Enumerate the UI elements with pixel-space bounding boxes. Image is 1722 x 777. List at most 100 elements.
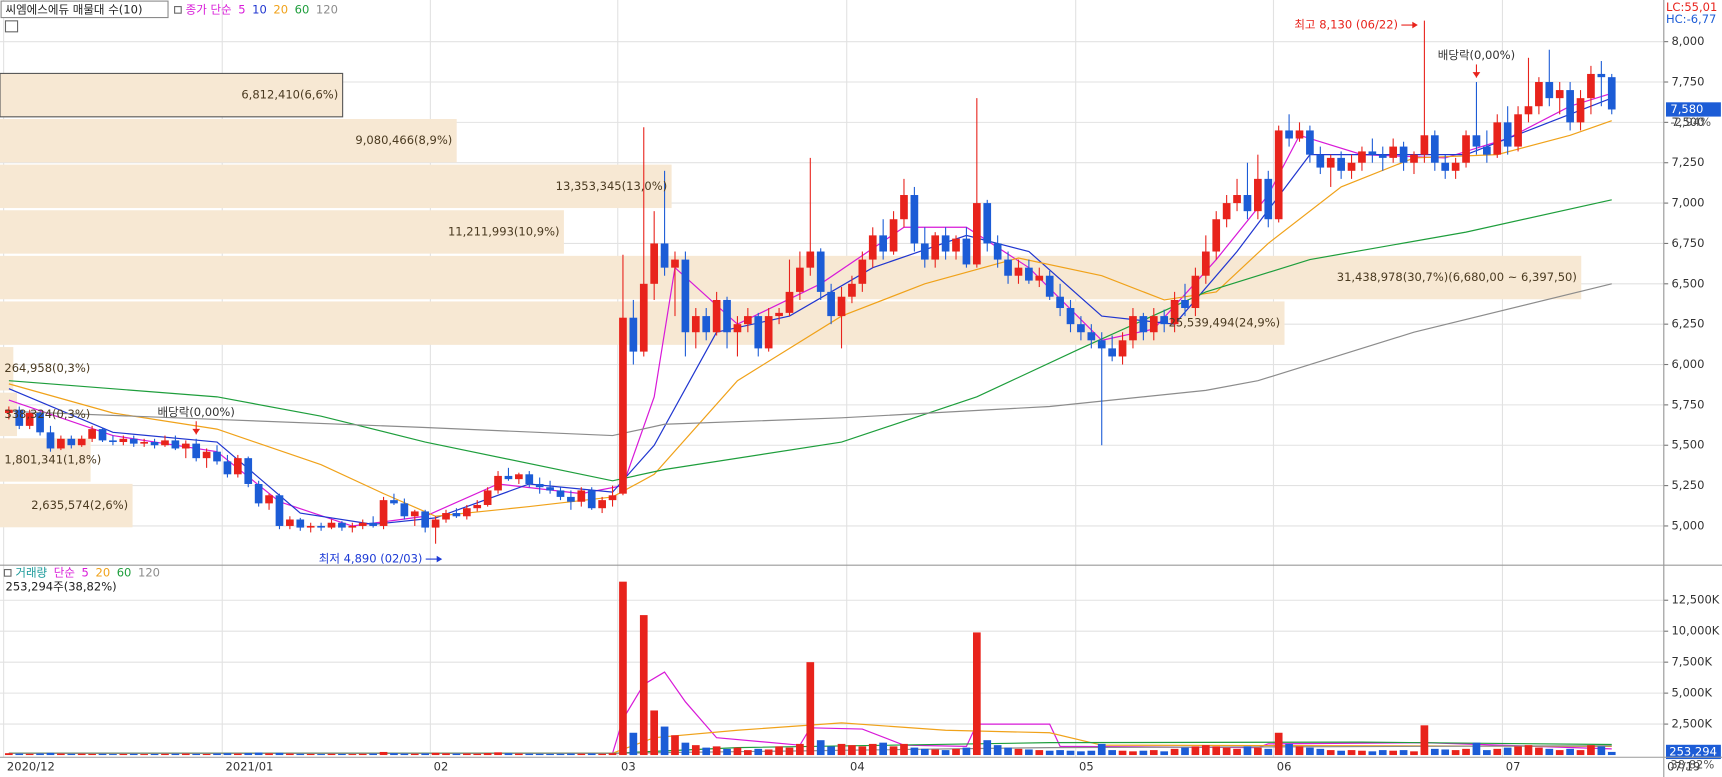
volume-bar bbox=[816, 740, 825, 756]
volume-bar bbox=[587, 753, 596, 756]
candle-body bbox=[390, 500, 398, 504]
volume-profile-bar bbox=[0, 72, 344, 118]
candle-body bbox=[129, 438, 138, 444]
volume-bar bbox=[1472, 742, 1481, 756]
candle-body bbox=[848, 283, 856, 297]
volume-bar bbox=[858, 746, 867, 756]
volume-bar bbox=[764, 749, 773, 756]
candle-body bbox=[462, 508, 471, 517]
volume-bar bbox=[1274, 732, 1283, 756]
y-tick-label: 6,500 bbox=[1671, 276, 1704, 290]
volume-bar bbox=[1066, 750, 1075, 756]
volume-bar bbox=[1430, 748, 1439, 756]
volume-profile-bar bbox=[0, 483, 133, 528]
volume-bar bbox=[785, 747, 794, 756]
y-tick-label: 7,500 bbox=[1671, 115, 1704, 129]
candle-body bbox=[1056, 296, 1064, 309]
volume-profile-bar bbox=[0, 164, 672, 209]
volume-bar bbox=[1077, 751, 1085, 756]
volume-bar bbox=[546, 753, 554, 756]
candle-body bbox=[57, 438, 65, 449]
volume-profile-bar bbox=[0, 210, 564, 254]
volume-bar bbox=[15, 753, 24, 756]
volume-bar bbox=[993, 745, 1002, 756]
candle-body bbox=[1160, 316, 1169, 325]
candle-body bbox=[567, 496, 575, 502]
candle-body bbox=[233, 458, 242, 475]
candle-body bbox=[1347, 162, 1356, 171]
candle-body bbox=[244, 458, 253, 484]
candle-body bbox=[858, 259, 867, 284]
candle-body bbox=[993, 243, 1002, 260]
y-tick-label: 7,500K bbox=[1671, 655, 1712, 669]
labels-layer: 2020/12 2021/01 02 03 04 05 06 07 07/19 5,000 5,25… bbox=[3, 2, 1721, 774]
candle-body bbox=[1441, 162, 1450, 171]
annotation-arrowhead bbox=[436, 555, 443, 563]
candle-body bbox=[421, 511, 430, 528]
volume-bar bbox=[1181, 747, 1189, 756]
candle-body bbox=[1295, 130, 1304, 139]
volume-bar bbox=[1483, 750, 1491, 756]
volume-bar bbox=[1295, 746, 1304, 756]
volume-bar bbox=[1410, 751, 1418, 756]
volume-bar bbox=[879, 742, 888, 756]
candle-body bbox=[723, 299, 731, 333]
volume-bar bbox=[754, 748, 763, 756]
title-box[interactable] bbox=[0, 0, 169, 19]
candle-body bbox=[1254, 178, 1262, 212]
volume-bar bbox=[150, 753, 159, 756]
candle-body bbox=[181, 443, 190, 449]
candle-body bbox=[1306, 130, 1314, 155]
settings-icon[interactable] bbox=[4, 20, 19, 33]
legend-entry: 5 bbox=[82, 565, 89, 579]
candle-body bbox=[1514, 114, 1522, 147]
candle-body bbox=[1493, 122, 1502, 155]
y-tick-label: 10,000K bbox=[1671, 624, 1719, 638]
volume-bar bbox=[952, 748, 960, 756]
candle-body bbox=[1149, 316, 1158, 333]
candle-body bbox=[879, 235, 888, 252]
volume-bar bbox=[796, 743, 804, 756]
last-price-tag bbox=[1665, 102, 1721, 117]
volume-bar bbox=[410, 753, 419, 756]
candle-body bbox=[1597, 73, 1606, 78]
candle-body bbox=[1483, 146, 1491, 155]
volume-bar bbox=[515, 753, 523, 756]
volume-bar bbox=[306, 753, 315, 756]
last-volume-label: 253,294 bbox=[1669, 744, 1717, 758]
volume-bar bbox=[317, 754, 325, 756]
volume-bar bbox=[1264, 748, 1273, 756]
candle-body bbox=[400, 503, 409, 517]
candle-body bbox=[1222, 203, 1231, 220]
candle-body bbox=[1503, 122, 1512, 147]
volume-bar bbox=[1306, 747, 1314, 756]
volume-bar bbox=[1566, 748, 1574, 756]
annotation: 최고 8,130 (06/22) bbox=[1294, 18, 1398, 32]
volume-profile-label: 25,539,494(24,9%) bbox=[1169, 316, 1281, 330]
candle-body bbox=[1004, 259, 1012, 276]
candle-body bbox=[1285, 130, 1293, 139]
candle-body bbox=[1555, 90, 1564, 99]
volume-bar bbox=[1139, 750, 1148, 756]
volume-bar bbox=[390, 753, 398, 756]
candle-body bbox=[577, 490, 586, 502]
x-tick-label: 07/19 bbox=[1667, 760, 1700, 774]
volume-bar bbox=[504, 753, 513, 756]
volume-profile-label: 11,211,993(10,9%) bbox=[448, 224, 560, 238]
volume-bar bbox=[1108, 750, 1116, 756]
candle-body bbox=[1545, 82, 1554, 99]
volume-bar bbox=[57, 753, 65, 756]
candle-body bbox=[650, 243, 659, 284]
volume-bar bbox=[827, 746, 835, 756]
legend-entry: 10 bbox=[252, 2, 267, 16]
candle-body bbox=[483, 490, 492, 505]
volume-bar bbox=[1347, 750, 1356, 756]
candle-body bbox=[1587, 73, 1595, 99]
volume-bar bbox=[223, 753, 232, 756]
volume-bar bbox=[733, 747, 742, 756]
candle-body bbox=[254, 483, 263, 504]
candle-body bbox=[1472, 135, 1481, 147]
volume-bar bbox=[1368, 751, 1377, 756]
volume-bar bbox=[348, 754, 357, 756]
